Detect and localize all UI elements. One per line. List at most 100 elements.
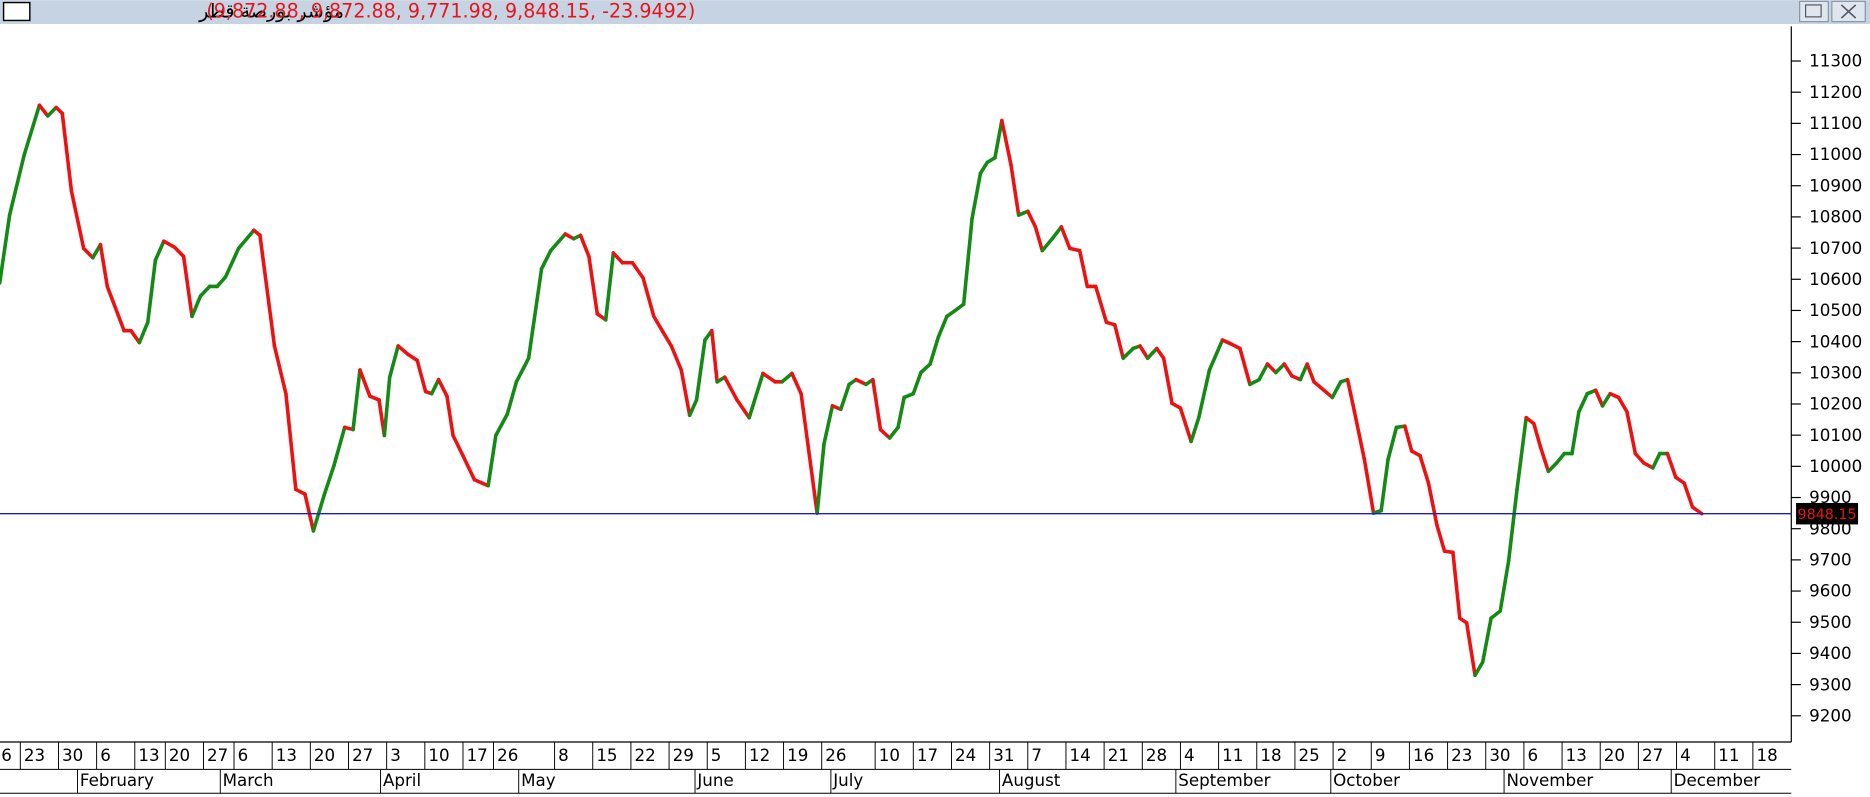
x-tick-label: 6 <box>1527 746 1538 765</box>
price-segment <box>871 377 883 432</box>
price-segment <box>1480 616 1493 664</box>
x-tick-label: 31 <box>993 746 1014 765</box>
price-segment <box>679 368 692 418</box>
x-tick-label: 18 <box>1260 746 1281 765</box>
price-segment <box>1000 118 1013 167</box>
x-tick-label: 12 <box>749 746 770 765</box>
price-segment <box>735 398 751 420</box>
x-tick-label: 16 <box>1413 746 1434 765</box>
price-segment <box>1282 362 1294 378</box>
price-segment <box>1489 609 1503 620</box>
price-segment <box>1379 457 1390 513</box>
price-segment <box>539 248 553 271</box>
price-segment <box>45 105 58 118</box>
price-segment <box>351 368 362 432</box>
month-label: November <box>1506 771 1593 790</box>
price-segment <box>1059 225 1072 251</box>
x-tick-label: 17 <box>467 746 488 765</box>
price-segment <box>98 242 110 289</box>
price-segment <box>60 111 74 193</box>
y-tick-label: 10000 <box>1809 457 1862 476</box>
price-segment <box>1506 487 1519 563</box>
price-segment <box>429 377 441 396</box>
price-segment <box>190 294 203 319</box>
x-tick-label: 3 <box>390 746 401 765</box>
price-segment <box>780 371 794 384</box>
x-tick-label: 17 <box>917 746 938 765</box>
price-segment <box>1257 362 1270 382</box>
price-segment <box>396 344 410 357</box>
price-segment <box>81 246 95 260</box>
price-segment <box>145 258 158 325</box>
y-tick-label: 9700 <box>1809 551 1851 570</box>
price-segment <box>1515 415 1528 492</box>
price-segment <box>661 330 674 348</box>
price-segment <box>1322 388 1335 400</box>
checkbox[interactable] <box>2 1 31 22</box>
month-label: August <box>1002 771 1061 790</box>
month-label: July <box>832 771 863 790</box>
x-tick-label: 13 <box>276 746 297 765</box>
price-segment <box>472 477 490 488</box>
y-tick-label: 10300 <box>1809 364 1862 383</box>
x-tick-label: 6 <box>238 746 249 765</box>
price-segment <box>1665 451 1678 480</box>
price-segment <box>1345 377 1357 414</box>
price-segment <box>630 260 645 280</box>
x-tick-label: 5 <box>711 746 722 765</box>
price-segment <box>387 344 400 379</box>
price-segment <box>911 370 923 396</box>
x-tick-label: 20 <box>169 746 190 765</box>
month-label: September <box>1178 771 1270 790</box>
price-segment <box>1464 621 1477 678</box>
price-segment <box>461 453 477 482</box>
x-tick-label: 24 <box>955 746 976 765</box>
x-tick-label: 27 <box>1642 746 1663 765</box>
price-line <box>0 103 1704 678</box>
price-segment <box>272 344 288 396</box>
price-segment <box>878 427 892 440</box>
month-label: December <box>1674 771 1761 790</box>
price-segment <box>223 246 241 279</box>
x-tick-label: 25 <box>1299 746 1320 765</box>
price-segment <box>303 492 316 533</box>
y-tick-label: 10800 <box>1809 208 1862 227</box>
price-segment <box>358 368 372 398</box>
month-label: March <box>223 771 274 790</box>
price-segment <box>993 118 1004 160</box>
price-segment <box>198 284 212 298</box>
y-tick-label: 10600 <box>1809 270 1862 289</box>
x-tick-label: 13 <box>1566 746 1587 765</box>
last-price-box <box>1796 502 1859 525</box>
price-segment <box>486 433 498 488</box>
x-tick-label: 22 <box>634 746 655 765</box>
x-tick-label: 27 <box>207 746 228 765</box>
price-segment <box>1532 421 1543 450</box>
price-segment <box>603 251 616 322</box>
price-segment <box>1386 425 1399 462</box>
price-segment <box>669 344 684 372</box>
price-segment <box>1593 388 1605 408</box>
price-segment <box>129 328 142 345</box>
x-tick-label: 11 <box>1222 746 1243 765</box>
price-segment <box>1113 323 1125 360</box>
x-tick-label: 10 <box>879 746 900 765</box>
month-label: October <box>1333 771 1400 790</box>
x-tick-label: 4 <box>1184 746 1195 765</box>
price-segment <box>162 239 177 249</box>
price-segment <box>1274 362 1287 375</box>
x-tick-label: 20 <box>1604 746 1625 765</box>
x-tick-label: 2 <box>1337 746 1348 765</box>
price-segment <box>747 371 765 420</box>
price-segment <box>505 380 519 417</box>
price-segment <box>1473 660 1485 678</box>
price-segment <box>1040 236 1055 253</box>
price-segment <box>69 189 86 251</box>
price-segment <box>1362 457 1376 515</box>
price-segment <box>1352 409 1367 462</box>
y-tick-label: 10400 <box>1809 332 1862 351</box>
price-segment <box>1554 451 1567 465</box>
price-segment <box>22 103 42 157</box>
y-tick-label: 11100 <box>1809 114 1862 133</box>
